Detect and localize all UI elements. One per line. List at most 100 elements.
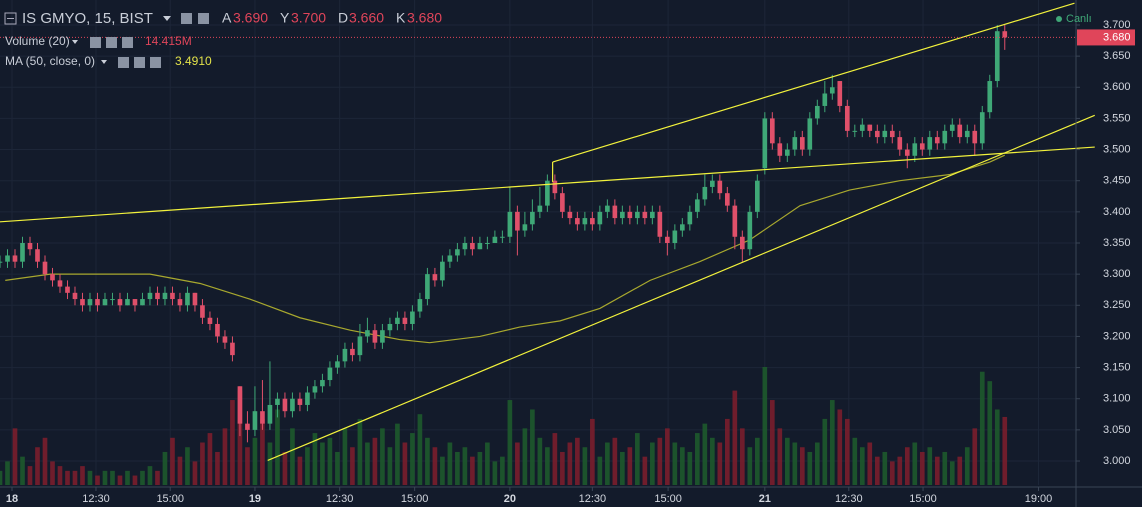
candle-body (725, 193, 730, 206)
volume-bar (612, 437, 618, 485)
volume-bar (260, 418, 265, 485)
collapse-icon[interactable] (4, 12, 17, 25)
ohlc-value: 3.690 (233, 10, 268, 26)
candle-body (470, 242, 475, 250)
candle-body (859, 124, 865, 131)
volume-bar (387, 447, 393, 485)
volume-bar (425, 437, 430, 485)
candle-body (822, 93, 828, 106)
y-tick-label: 3.600 (1103, 81, 1131, 93)
volume-bar (305, 447, 310, 485)
volume-bar (725, 418, 730, 485)
volume-bar (590, 418, 595, 485)
eye-icon[interactable] (90, 37, 101, 48)
y-tick-label: 3.650 (1103, 50, 1131, 62)
volume-bar (784, 437, 790, 485)
volume-bar (1002, 416, 1008, 485)
volume-bar (185, 447, 190, 485)
candle-body (87, 299, 93, 306)
volume-bar (95, 475, 100, 485)
candle-body (72, 292, 78, 300)
volume-bar (522, 428, 528, 485)
dropdown-icon[interactable] (72, 40, 78, 44)
candle-body (769, 118, 775, 144)
volume-bar (942, 451, 948, 485)
volume-bar (897, 456, 903, 485)
ohlc-key: K (396, 10, 406, 26)
volume-bar (987, 381, 993, 485)
candle-body (687, 211, 693, 225)
volume-bar (687, 451, 693, 485)
candle-body (552, 180, 558, 194)
candle-body (312, 386, 318, 393)
volume-bar (822, 418, 828, 485)
candle-body (290, 398, 295, 412)
candle-body (844, 105, 850, 131)
candle-body (267, 404, 273, 424)
volume-bar (665, 428, 670, 485)
dropdown-icon[interactable] (101, 60, 107, 64)
candle-body (20, 242, 25, 262)
ohlc-key: Y (280, 10, 290, 26)
volume-bar (792, 442, 798, 485)
candle-body (814, 105, 820, 119)
candle-body (147, 292, 153, 300)
candle-body (200, 305, 205, 318)
volume-bar (155, 470, 160, 485)
volume-bar (702, 423, 708, 485)
volume-bar (680, 447, 685, 485)
candle-body (65, 286, 70, 293)
candle-body (185, 292, 190, 306)
candle-body (545, 180, 550, 206)
settings-icon[interactable] (106, 37, 117, 48)
candle-body (792, 137, 798, 150)
volume-bar (297, 456, 303, 485)
dropdown-icon[interactable] (163, 16, 171, 21)
y-tick-label: 3.100 (1103, 393, 1131, 405)
close-icon[interactable] (150, 57, 161, 68)
x-tick-label: 15:00 (156, 493, 184, 505)
eye-icon[interactable] (181, 13, 192, 24)
candle-body (507, 211, 513, 237)
candle-body (560, 193, 565, 212)
eye-icon[interactable] (118, 57, 129, 68)
settings-icon[interactable] (134, 57, 145, 68)
volume-bar (65, 470, 70, 485)
candle-body (972, 130, 978, 144)
candle-body (635, 211, 640, 219)
y-tick-label: 3.350 (1103, 237, 1131, 249)
candle-body (740, 236, 745, 250)
volume-bar (477, 451, 483, 485)
volume-bar (282, 451, 288, 485)
candle-body (957, 124, 963, 138)
settings-icon[interactable] (198, 13, 209, 24)
candle-body (710, 180, 715, 187)
candle-body (387, 323, 393, 331)
candle-body (867, 124, 873, 131)
volume-bar (372, 437, 378, 485)
ma-line (5, 154, 1006, 344)
trend-line (552, 2, 1075, 163)
candle-body (380, 330, 385, 343)
ohlc-value: 3.700 (291, 10, 326, 26)
candle-body (57, 280, 63, 287)
candle-body (117, 299, 123, 306)
candle-body (177, 299, 183, 306)
volume-bar (552, 433, 558, 485)
volume-bar (949, 461, 955, 485)
volume-bar (207, 433, 213, 485)
volume-bar (342, 428, 348, 485)
candle-body (680, 224, 685, 231)
legend-header: IS GMYO, 15, BIST Volume (20) 14.415M MA… (4, 10, 1092, 68)
volume-bar (710, 437, 715, 485)
candle-body (717, 180, 723, 194)
close-icon[interactable] (122, 37, 133, 48)
volume-bar (177, 456, 183, 485)
volume-bar (432, 447, 438, 485)
volume-bar (582, 447, 588, 485)
candle-body (462, 242, 468, 250)
volume-bar (102, 470, 108, 485)
volume-bar (350, 447, 355, 485)
candle-body (695, 199, 700, 212)
y-tick-label: 3.700 (1103, 19, 1131, 31)
